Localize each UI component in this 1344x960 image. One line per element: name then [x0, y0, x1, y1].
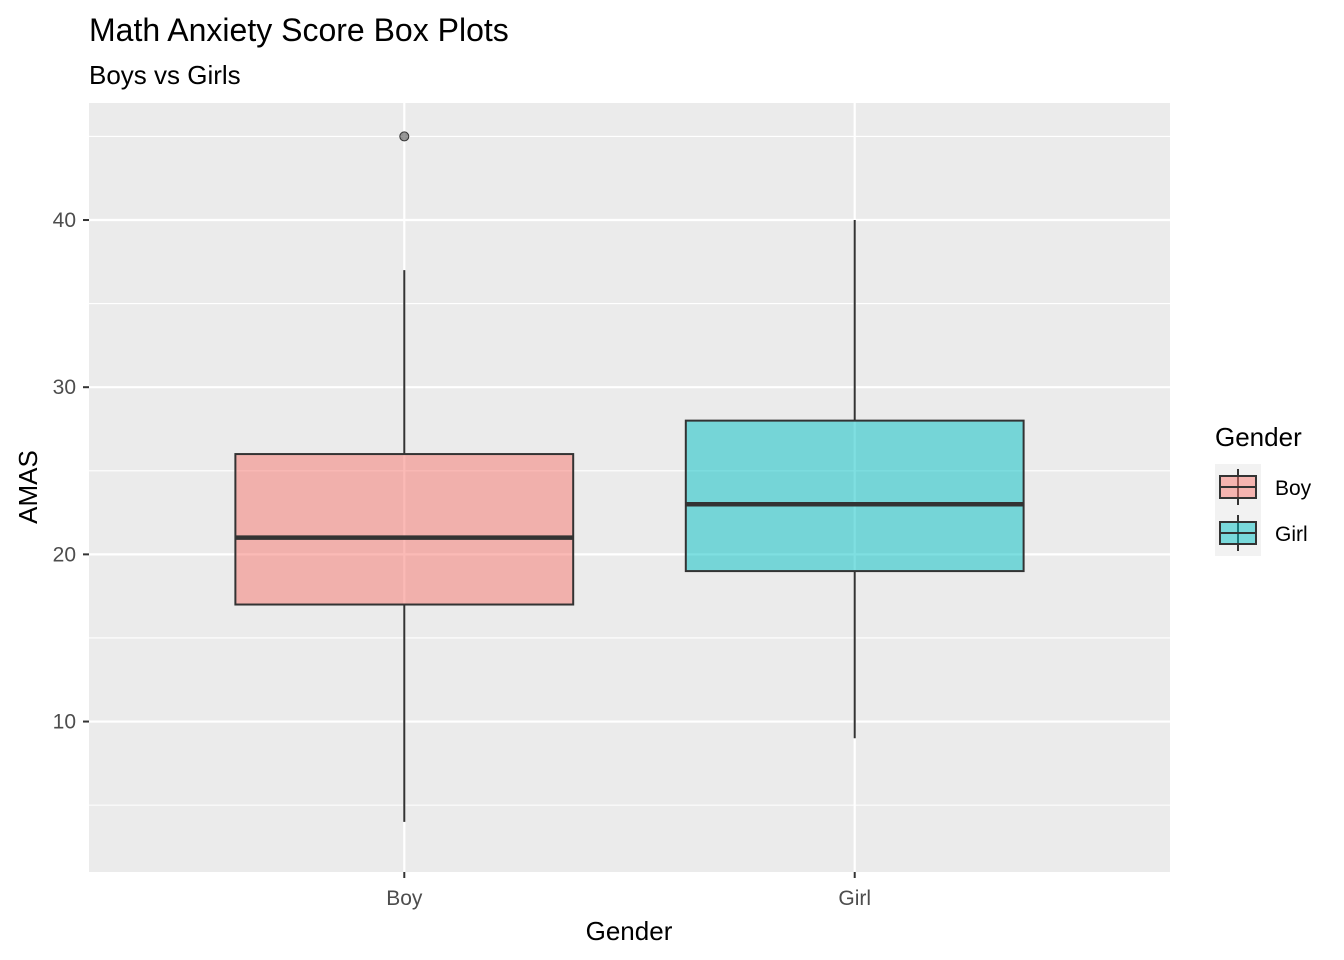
chart-title: Math Anxiety Score Box Plots	[89, 12, 509, 48]
outlier-point	[399, 131, 410, 142]
legend: Gender Boy Girl	[1215, 422, 1312, 556]
box-boy	[234, 131, 575, 822]
chart-subtitle: Boys vs Girls	[89, 60, 241, 90]
legend-label: Boy	[1275, 477, 1312, 500]
box-body	[684, 419, 1025, 573]
legend-item-boy: Boy	[1215, 464, 1312, 510]
x-axis-title: Gender	[586, 916, 673, 946]
y-tick-label: 20	[53, 543, 76, 566]
y-tick-label: 30	[53, 376, 76, 399]
x-axis: Boy Girl	[386, 872, 871, 910]
y-axis-title: AMAS	[13, 450, 43, 524]
x-tick-label: Boy	[386, 887, 423, 910]
box-body	[234, 453, 575, 606]
legend-title: Gender	[1215, 422, 1302, 452]
y-tick-label: 10	[53, 711, 76, 734]
box-girl	[684, 220, 1025, 739]
x-tick-label: Girl	[838, 887, 871, 910]
y-axis: 10 20 30 40	[53, 209, 89, 734]
y-tick-label: 40	[53, 209, 76, 232]
legend-label: Girl	[1275, 523, 1308, 546]
boxes-layer	[234, 131, 1025, 822]
legend-item-girl: Girl	[1215, 510, 1308, 556]
